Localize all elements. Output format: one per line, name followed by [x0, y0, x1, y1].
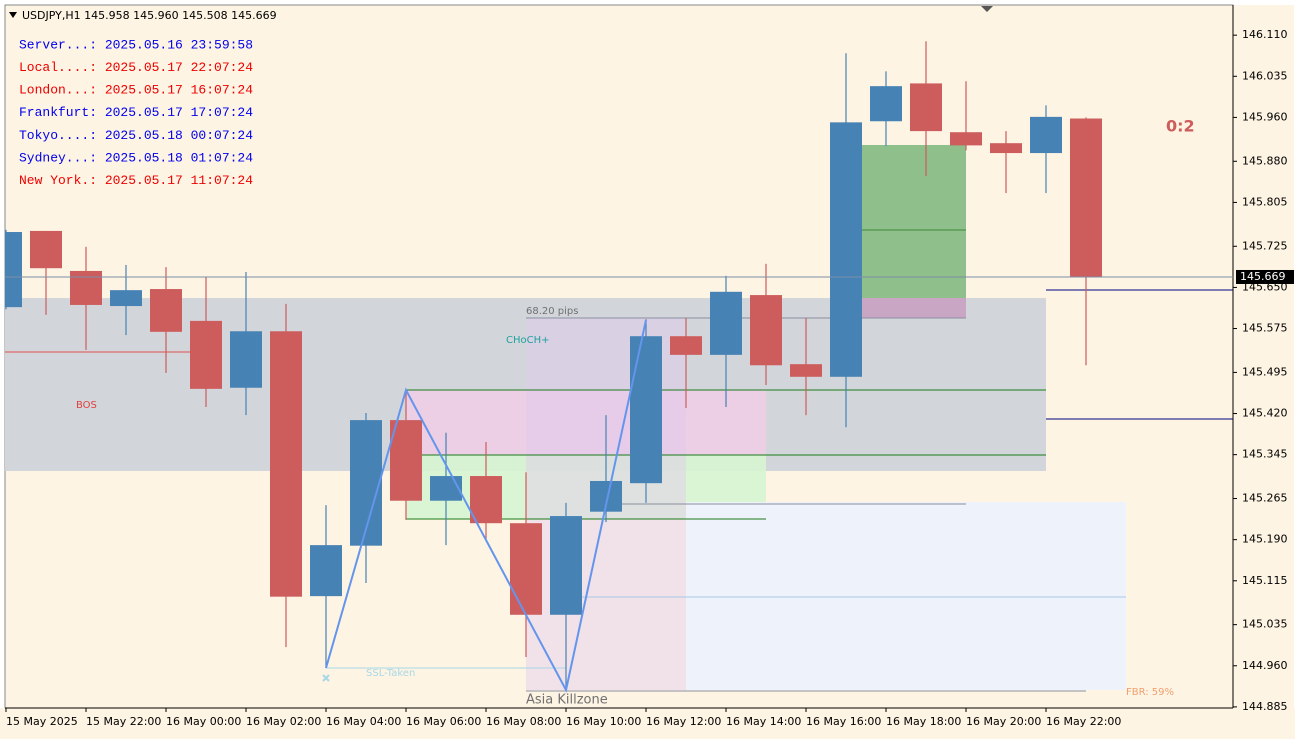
x-tick-label: 16 May 20:00	[966, 715, 1041, 728]
x-tick-label: 16 May 18:00	[886, 715, 961, 728]
x-tick-label: 15 May 22:00	[86, 715, 161, 728]
overlays	[5, 145, 1233, 692]
shift-marker	[981, 6, 993, 12]
x-tick-label: 15 May 2025	[6, 715, 78, 728]
x-tick-label: 16 May 06:00	[406, 715, 481, 728]
body	[950, 132, 982, 146]
clock: Frankfurt: 2025.05.17 17:07:24	[19, 105, 253, 120]
time-axis	[0, 708, 1295, 739]
clock: Tokyo....: 2025.05.18 00:07:24	[19, 128, 253, 143]
body	[670, 336, 702, 355]
body	[70, 270, 102, 305]
x-tick-label: 16 May 12:00	[646, 715, 721, 728]
annotation: SSL-Taken	[366, 668, 415, 679]
price-label-box	[1236, 269, 1294, 284]
zone	[406, 390, 766, 455]
body	[790, 364, 822, 377]
y-tick-label: 145.265	[1242, 492, 1288, 505]
price-axis	[1233, 5, 1294, 708]
clock: New York.: 2025.05.17 11:07:24	[19, 173, 253, 188]
body	[750, 295, 782, 366]
y-tick-label: 145.190	[1242, 533, 1288, 546]
body	[5, 232, 22, 308]
body	[110, 290, 142, 307]
y-tick-label: 145.960	[1242, 110, 1288, 123]
y-tick-label: 145.035	[1242, 618, 1288, 631]
price-label: 145.669	[1240, 270, 1286, 283]
body	[830, 122, 862, 377]
body	[510, 523, 542, 615]
y-tick-label: 145.495	[1242, 365, 1288, 378]
clock: Server...: 2025.05.16 23:59:58	[19, 37, 253, 52]
body	[350, 420, 382, 546]
body	[150, 289, 182, 332]
header: USDJPY,H1 145.958 145.960 145.508 145.66…	[22, 9, 277, 22]
body	[1070, 118, 1102, 277]
y-tick-label: 145.575	[1242, 322, 1288, 335]
body	[1030, 116, 1062, 154]
body	[270, 331, 302, 597]
annotation: CHoCH+	[506, 335, 550, 346]
y-tick-label: 145.880	[1242, 154, 1288, 167]
body	[470, 476, 502, 524]
x-tick-label: 16 May 14:00	[726, 715, 801, 728]
candles	[5, 41, 1102, 690]
clock: London...: 2025.05.17 16:07:24	[19, 83, 253, 98]
y-tick-label: 144.885	[1242, 700, 1288, 713]
x-tick-label: 16 May 08:00	[486, 715, 561, 728]
y-tick-label: 146.110	[1242, 28, 1288, 41]
body	[990, 143, 1022, 154]
zone	[862, 145, 966, 298]
y-tick-label: 145.345	[1242, 448, 1288, 461]
annotation: 0:2	[1166, 117, 1195, 136]
annotation: BOS	[76, 400, 97, 411]
x-tick-label: 16 May 22:00	[1046, 715, 1121, 728]
x-tick-label: 16 May 00:00	[166, 715, 241, 728]
annotation: 68.20 pips	[526, 306, 579, 317]
body	[550, 516, 582, 615]
body	[630, 336, 662, 484]
body	[190, 320, 222, 389]
body	[910, 83, 942, 132]
body	[430, 476, 462, 501]
annotation: FBR: 59%	[1126, 687, 1174, 698]
marker	[322, 674, 330, 682]
body	[710, 291, 742, 355]
x-tick-label: 16 May 02:00	[246, 715, 321, 728]
clock: Local....: 2025.05.17 22:07:24	[19, 60, 253, 75]
y-tick-label: 145.725	[1242, 239, 1288, 252]
x-tick-label: 16 May 16:00	[806, 715, 881, 728]
x-tick-label: 16 May 10:00	[566, 715, 641, 728]
body	[230, 331, 262, 388]
y-tick-label: 144.960	[1242, 659, 1288, 672]
y-tick-label: 145.115	[1242, 574, 1288, 587]
clock: Sydney...: 2025.05.18 01:07:24	[19, 150, 253, 165]
menu-marker	[9, 12, 17, 18]
y-tick-label: 145.805	[1242, 195, 1288, 208]
body	[870, 86, 902, 122]
annotation: Asia Killzone	[526, 693, 608, 708]
y-tick-label: 145.420	[1242, 407, 1288, 420]
zone	[686, 502, 1126, 690]
body	[390, 420, 422, 501]
body	[310, 545, 342, 597]
body	[30, 230, 62, 269]
y-tick-label: 146.035	[1242, 69, 1288, 82]
x-tick-label: 16 May 04:00	[326, 715, 401, 728]
zigzag	[325, 319, 647, 693]
zone	[862, 298, 966, 318]
